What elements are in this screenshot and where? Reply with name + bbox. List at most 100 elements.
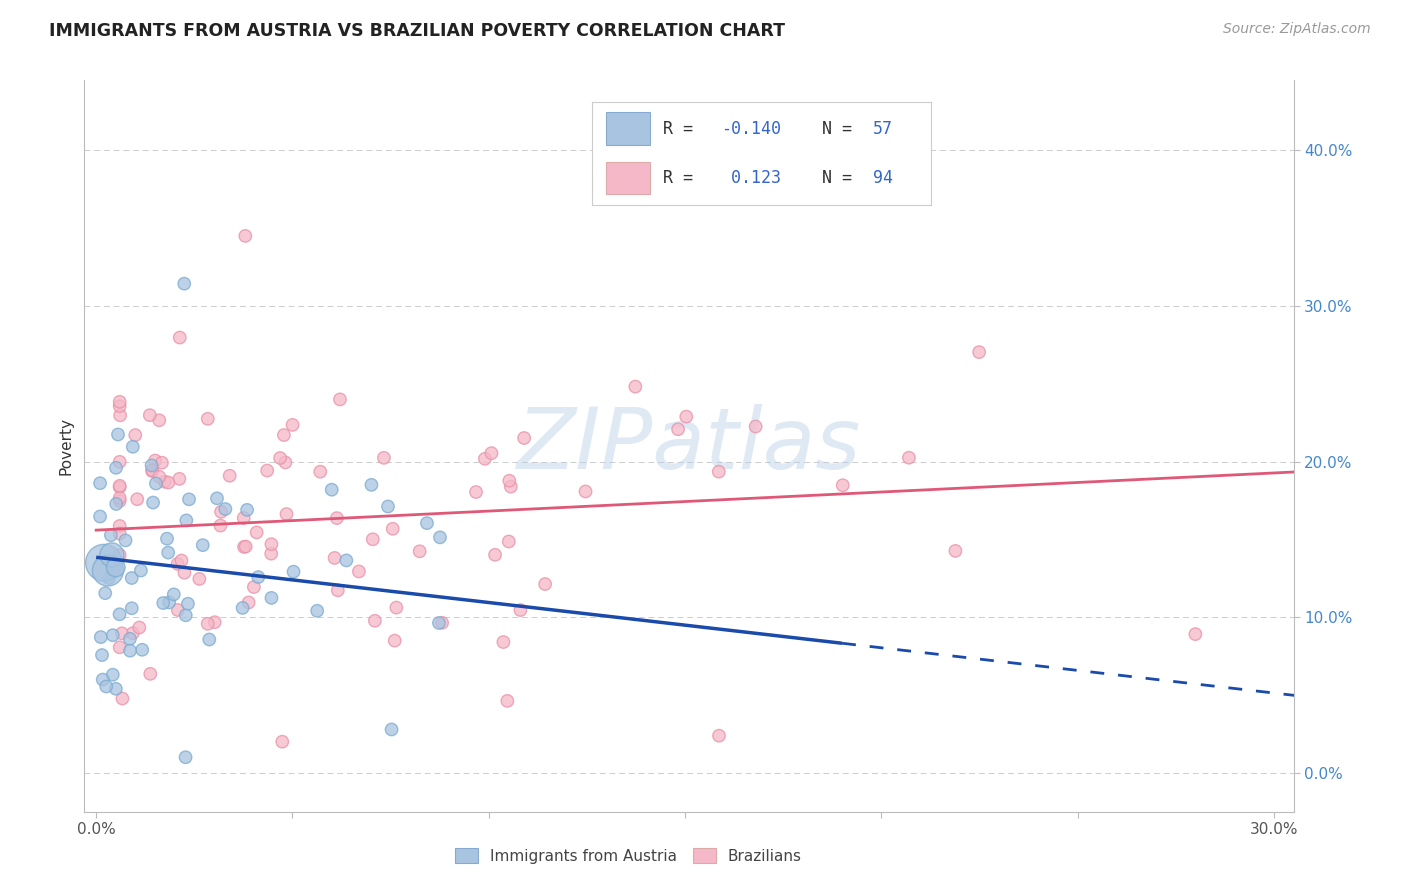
Point bbox=[945, 544, 967, 558]
Point bbox=[361, 533, 384, 547]
Point bbox=[274, 455, 297, 469]
Text: IMMIGRANTS FROM AUSTRIA VS BRAZILIAN POVERTY CORRELATION CHART: IMMIGRANTS FROM AUSTRIA VS BRAZILIAN POV… bbox=[49, 22, 785, 40]
Point bbox=[235, 540, 257, 554]
Point bbox=[124, 428, 146, 442]
Point bbox=[191, 538, 214, 552]
Point bbox=[273, 428, 295, 442]
Point bbox=[152, 596, 174, 610]
Point bbox=[232, 511, 254, 525]
Point bbox=[108, 394, 131, 409]
Point bbox=[96, 680, 118, 694]
Point bbox=[101, 628, 124, 642]
Point bbox=[143, 453, 166, 467]
Point bbox=[90, 630, 112, 644]
Point bbox=[141, 464, 163, 478]
Point bbox=[198, 632, 221, 647]
Point bbox=[105, 497, 128, 511]
Point bbox=[91, 673, 114, 687]
Point bbox=[89, 509, 111, 524]
Point bbox=[104, 681, 127, 696]
Point bbox=[108, 607, 131, 622]
Point bbox=[380, 723, 402, 737]
Point bbox=[118, 643, 141, 657]
Point bbox=[499, 480, 522, 494]
Point bbox=[127, 492, 149, 507]
Point bbox=[176, 513, 198, 527]
Point bbox=[897, 450, 920, 465]
Y-axis label: Poverty: Poverty bbox=[58, 417, 73, 475]
Point bbox=[281, 417, 304, 432]
Point bbox=[509, 603, 531, 617]
Point bbox=[108, 494, 131, 508]
Point bbox=[103, 558, 125, 573]
Point bbox=[967, 345, 990, 359]
Text: Source: ZipAtlas.com: Source: ZipAtlas.com bbox=[1223, 22, 1371, 37]
Point bbox=[246, 525, 269, 540]
Point bbox=[271, 734, 294, 748]
Point bbox=[498, 534, 520, 549]
Point bbox=[321, 483, 343, 497]
Point bbox=[157, 475, 180, 490]
Point bbox=[128, 620, 150, 634]
Point bbox=[177, 597, 200, 611]
Point bbox=[141, 458, 163, 473]
Point bbox=[707, 465, 730, 479]
Point bbox=[243, 580, 266, 594]
Point bbox=[157, 595, 180, 609]
Point bbox=[91, 648, 114, 662]
Point bbox=[233, 540, 256, 554]
Point bbox=[108, 526, 131, 541]
Point bbox=[232, 601, 254, 615]
Point bbox=[121, 626, 143, 640]
Point bbox=[141, 463, 163, 477]
Point bbox=[209, 518, 232, 533]
Point bbox=[169, 472, 191, 486]
Point bbox=[347, 565, 370, 579]
Point bbox=[139, 408, 162, 422]
Point bbox=[107, 427, 129, 442]
Point bbox=[260, 591, 283, 605]
Point bbox=[218, 468, 240, 483]
Text: ZIPatlas: ZIPatlas bbox=[517, 404, 860, 488]
Point bbox=[197, 412, 219, 426]
Point bbox=[174, 608, 197, 623]
Point bbox=[104, 560, 127, 574]
Point bbox=[150, 456, 173, 470]
Legend: Immigrants from Austria, Brazilians: Immigrants from Austria, Brazilians bbox=[449, 842, 808, 870]
Point bbox=[309, 465, 332, 479]
Point bbox=[166, 557, 188, 571]
Point bbox=[513, 431, 536, 445]
Point bbox=[364, 614, 387, 628]
Point bbox=[114, 533, 136, 548]
Point bbox=[384, 633, 406, 648]
Point bbox=[574, 484, 596, 499]
Point bbox=[163, 587, 186, 601]
Point bbox=[153, 475, 176, 489]
Point bbox=[260, 537, 283, 551]
Point bbox=[170, 553, 193, 567]
Point bbox=[323, 550, 346, 565]
Point bbox=[205, 491, 228, 506]
Point bbox=[276, 507, 298, 521]
Point bbox=[429, 530, 451, 544]
Point bbox=[283, 565, 305, 579]
Point bbox=[335, 553, 357, 567]
Point bbox=[831, 478, 853, 492]
Point bbox=[108, 479, 131, 493]
Point bbox=[121, 440, 143, 454]
Point bbox=[108, 640, 131, 655]
Point bbox=[97, 564, 120, 578]
Point bbox=[156, 532, 179, 546]
Point bbox=[142, 495, 165, 509]
Point bbox=[166, 603, 188, 617]
Point bbox=[173, 566, 195, 580]
Point bbox=[1184, 627, 1206, 641]
Point bbox=[329, 392, 352, 407]
Point bbox=[744, 419, 766, 434]
Point bbox=[269, 450, 291, 465]
Point bbox=[373, 450, 395, 465]
Point bbox=[118, 632, 141, 646]
Point bbox=[484, 548, 506, 562]
Point bbox=[174, 750, 197, 764]
Point bbox=[214, 502, 236, 516]
